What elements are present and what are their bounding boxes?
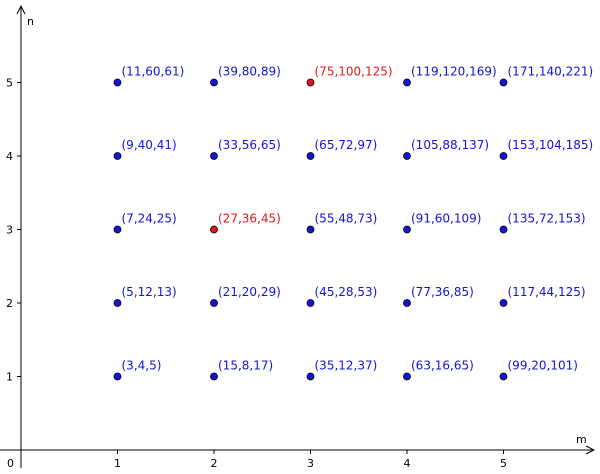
y-tick-label: 3 <box>6 224 13 237</box>
data-point <box>499 152 508 160</box>
x-tick-label: 1 <box>114 457 121 470</box>
y-ticks: 1 2 3 4 5 <box>6 77 21 384</box>
data-point-label: (55,48,73) <box>315 212 378 226</box>
data-point-label: (39,80,89) <box>218 65 281 79</box>
data-point-label: (35,12,37) <box>315 359 378 373</box>
y-tick-label: 1 <box>6 371 13 384</box>
data-point <box>306 78 315 87</box>
data-point <box>403 152 411 160</box>
data-point <box>403 225 411 234</box>
x-ticks: 1 2 3 4 5 <box>114 450 507 470</box>
data-point-label: (75,100,125) <box>315 65 393 79</box>
data-point-label: (91,60,109) <box>411 212 481 226</box>
x-tick-label: 4 <box>404 457 411 470</box>
data-point-label: (99,20,101) <box>508 359 578 373</box>
x-tick-label: 5 <box>500 457 507 470</box>
data-point-label: (105,88,137) <box>411 138 489 152</box>
data-point <box>210 78 218 87</box>
data-point-label: (171,140,221) <box>508 65 594 79</box>
data-points: (3,4,5) (15,8,17) (35,12,37) (63,16,65) (99,… <box>113 65 594 381</box>
data-point-label: (119,120,169) <box>411 65 497 79</box>
y-axis-label: n <box>27 15 34 28</box>
data-point <box>113 225 122 234</box>
data-point-label: (27,36,45) <box>218 212 281 226</box>
data-point <box>210 152 218 160</box>
data-point <box>306 152 315 160</box>
data-point <box>113 152 122 160</box>
data-point <box>499 299 508 307</box>
data-point-label: (63,16,65) <box>411 359 474 373</box>
x-axis-label: m <box>576 433 587 446</box>
data-point <box>499 78 508 87</box>
data-point <box>306 299 315 307</box>
x-tick-label: 3 <box>307 457 314 470</box>
data-point <box>306 372 315 381</box>
data-point <box>210 372 218 381</box>
data-point-label: (33,56,65) <box>218 138 281 152</box>
origin-label: 0 <box>7 457 14 470</box>
data-point-label: (15,8,17) <box>218 359 273 373</box>
data-point <box>113 78 122 87</box>
data-point <box>210 225 218 234</box>
data-point-label: (3,4,5) <box>122 359 162 373</box>
data-point-label: (11,60,61) <box>122 65 185 79</box>
data-point <box>403 78 411 87</box>
data-point <box>499 225 508 234</box>
data-point-label: (153,104,185) <box>508 138 594 152</box>
data-point <box>403 372 411 381</box>
y-tick-label: 4 <box>6 150 13 163</box>
data-point <box>113 299 122 307</box>
y-tick-label: 2 <box>6 297 13 310</box>
data-point-label: (45,28,53) <box>315 285 378 299</box>
data-point <box>499 372 508 381</box>
data-point <box>306 225 315 234</box>
data-point-label: (65,72,97) <box>315 138 378 152</box>
data-point <box>113 372 122 381</box>
data-point-label: (77,36,85) <box>411 285 474 299</box>
x-tick-label: 2 <box>211 457 218 470</box>
data-point-label: (21,20,29) <box>218 285 281 299</box>
data-point-label: (9,40,41) <box>122 138 177 152</box>
data-point-label: (135,72,153) <box>508 212 586 226</box>
data-point <box>210 299 218 307</box>
data-point <box>403 299 411 307</box>
data-point-label: (5,12,13) <box>122 285 177 299</box>
data-point-label: (7,24,25) <box>122 212 177 226</box>
data-point-label: (117,44,125) <box>508 285 586 299</box>
y-tick-label: 5 <box>6 77 13 90</box>
